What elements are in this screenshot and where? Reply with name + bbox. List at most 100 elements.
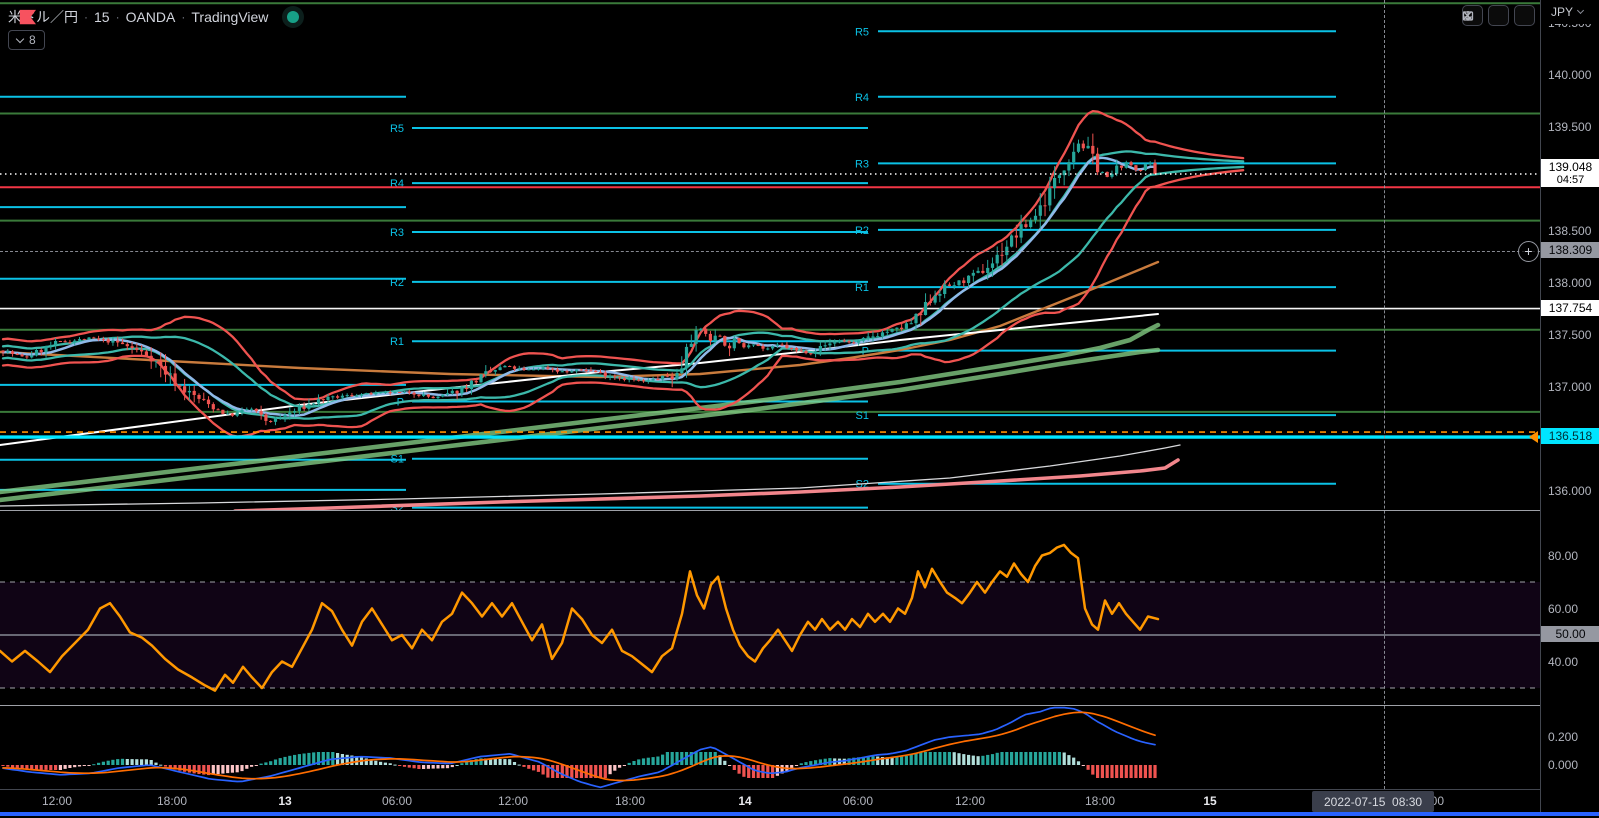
candle-body	[469, 380, 473, 389]
candle-body	[785, 344, 789, 348]
macd-histogram-bar	[718, 755, 722, 765]
macd-histogram-bar	[508, 759, 512, 765]
macd-histogram-bar	[608, 765, 612, 775]
candle-body	[675, 373, 679, 380]
candle-body	[1033, 215, 1038, 221]
last-price-badge: 139.048 04:57	[1541, 158, 1599, 187]
pane-separator[interactable]	[0, 705, 1540, 706]
price-axis[interactable]: JPY 139.048 04:57 138.309 137.754 136.51…	[1540, 0, 1599, 812]
macd-histogram-bar	[895, 757, 899, 765]
candle-body	[555, 369, 560, 372]
indicators-collapse-chip[interactable]: 8	[8, 30, 45, 50]
rsi-pane-canvas[interactable]	[0, 511, 1540, 705]
candle-body	[536, 368, 540, 370]
pivot-label-R5: R5	[390, 123, 404, 135]
macd-histogram-bar	[1048, 752, 1052, 765]
candle-body	[1110, 173, 1114, 177]
macd-histogram-bar	[613, 765, 617, 771]
macd-histogram-bar	[646, 757, 650, 765]
time-axis[interactable]: 06:001518:0012:0006:001418:0012:0006:001…	[0, 789, 1599, 812]
macd-histogram-bar	[44, 765, 48, 770]
candle-body	[1115, 165, 1119, 174]
macd-signal-line	[2, 711, 1156, 782]
candle-body	[68, 342, 72, 344]
macd-histogram-bar	[1005, 752, 1009, 765]
candle-body	[350, 395, 354, 397]
candle-body	[804, 351, 808, 354]
candle-body	[283, 414, 287, 417]
candle-body	[1105, 171, 1109, 177]
candle-body	[1076, 143, 1081, 152]
green-diagonal-ma-b	[0, 347, 1161, 503]
macd-histogram-bar	[144, 759, 148, 765]
candle-body	[1014, 235, 1018, 238]
pivot-label-R3: R3	[390, 227, 404, 239]
candle-body	[192, 390, 196, 395]
macd-histogram-bar	[73, 765, 77, 768]
crosshair-plus-button[interactable]: +	[1518, 241, 1539, 262]
candle-body	[331, 396, 335, 398]
exchange-label[interactable]: OANDA	[125, 9, 176, 25]
macd-histogram-bar	[369, 759, 373, 765]
candles[interactable]	[1, 133, 1157, 426]
separator-dot: ·	[115, 10, 120, 24]
candle-body	[82, 339, 86, 341]
candle-body	[383, 392, 387, 394]
pane-separator[interactable]	[0, 510, 1540, 511]
macd-histogram-bar	[1062, 752, 1066, 765]
macd-histogram-bar	[842, 758, 846, 765]
candle-body	[1086, 145, 1090, 149]
chart-legend: 米ドル／円 · 15 · OANDA · TradingView	[8, 6, 305, 28]
candle-body	[943, 284, 947, 294]
close-pane-button[interactable]	[1463, 5, 1509, 26]
macd-histogram-bar	[1124, 765, 1128, 778]
macd-histogram-bar	[651, 757, 655, 765]
market-status-icon[interactable]	[282, 6, 305, 28]
pane-button-group	[1462, 5, 1535, 26]
candle-body	[1153, 162, 1157, 174]
candle-body	[680, 368, 684, 373]
macd-histogram-bar	[627, 762, 631, 765]
macd-histogram-bar	[532, 765, 536, 771]
candle-body	[1143, 163, 1147, 171]
candle-body	[866, 336, 870, 338]
macd-histogram-bar	[498, 759, 502, 765]
candle-body	[474, 380, 478, 383]
bottom-accent-bar	[0, 812, 1599, 816]
candle-body	[359, 394, 364, 396]
macd-histogram-bar	[426, 765, 430, 769]
macd-histogram-bar	[928, 752, 932, 765]
macd-histogram-bar	[603, 765, 607, 778]
candle-body	[967, 275, 971, 283]
currency-selector[interactable]: JPY	[1541, 0, 1599, 24]
candle-body	[919, 313, 923, 316]
macd-histogram-bar	[479, 758, 483, 765]
candle-body	[1072, 151, 1076, 163]
macd-pane-canvas[interactable]	[0, 706, 1540, 789]
candle-body	[809, 353, 813, 355]
candle-body	[116, 340, 120, 343]
macd-histogram-bar	[293, 754, 297, 765]
macd-histogram-bar	[704, 752, 708, 765]
pink-trend-line	[233, 458, 1180, 510]
macd-histogram-bar	[11, 765, 15, 768]
macd-histogram-bar	[656, 756, 660, 765]
macd-histogram-bar	[1110, 765, 1114, 778]
candle-body	[971, 272, 975, 276]
flag-icon[interactable]	[18, 9, 38, 26]
provider-label: TradingView	[191, 9, 269, 25]
macd-histogram-bar	[1024, 752, 1028, 765]
macd-tick: 0.000	[1548, 758, 1579, 772]
interval-label[interactable]: 15	[94, 9, 110, 25]
lightblue-ma-line	[1, 156, 1157, 418]
candle-body	[297, 406, 301, 412]
macd-histogram-bar	[661, 754, 665, 765]
candle-body	[780, 344, 784, 346]
candle-body	[1010, 235, 1014, 247]
macd-histogram-bar	[340, 754, 344, 765]
maximize-pane-button[interactable]	[1462, 5, 1535, 26]
candle-body	[77, 339, 82, 341]
candle-body	[962, 280, 966, 283]
